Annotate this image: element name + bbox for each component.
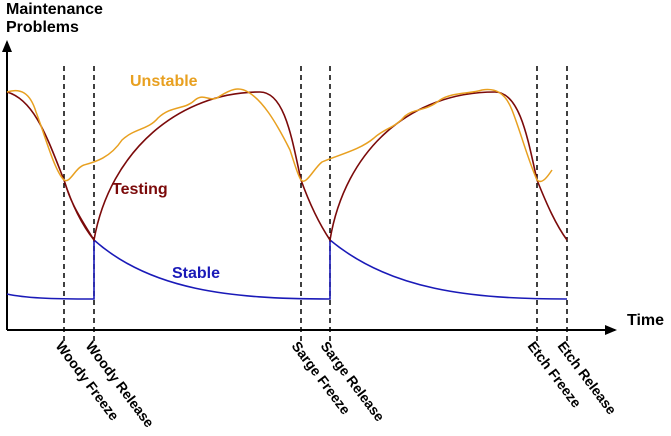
x-axis-label: Time [627, 312, 664, 329]
stable-label: Stable [172, 265, 220, 282]
unstable-curve [6, 88, 553, 183]
testing-label: Testing [112, 181, 168, 198]
y-axis-label-line2: Problems [6, 19, 79, 36]
unstable-label: Unstable [130, 73, 198, 90]
testing-curve [6, 91, 568, 243]
stable-curve [6, 238, 568, 300]
y-axis-label-line1: Maintenance [6, 1, 103, 18]
